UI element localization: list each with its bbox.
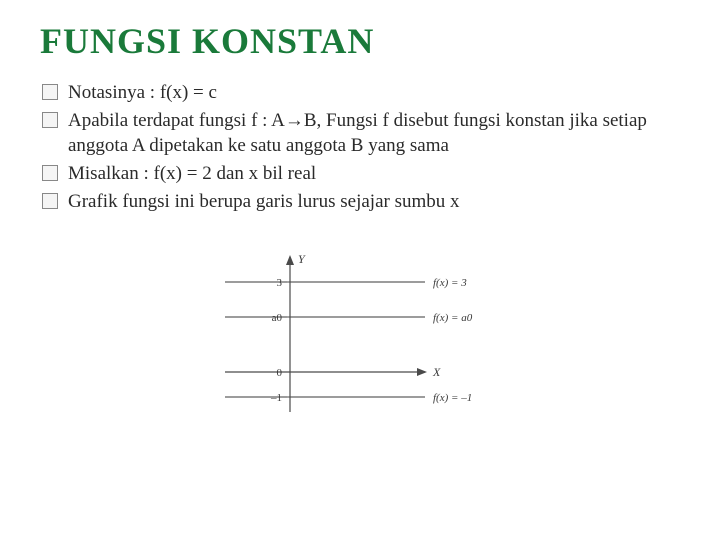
svg-text:0: 0 [277,367,283,379]
svg-text:a0: a0 [272,312,283,324]
constant-function-chart: f(x) = 3f(x) = a0f(x) = –1YX3a00–1 [210,242,510,422]
bullet-text: Apabila terdapat fungsi f : A→B, Fungsi … [68,110,647,157]
bullet-text: Notasinya : f(x) = c [68,82,217,103]
svg-text:–1: –1 [270,392,282,404]
page-title: FUNGSI KONSTAN [40,20,680,62]
svg-text:X: X [432,365,441,379]
chart-container: f(x) = 3f(x) = a0f(x) = –1YX3a00–1 [210,242,510,422]
bullet-text: Grafik fungsi ini berupa garis lurus sej… [68,191,460,212]
checkbox-icon [42,165,58,181]
svg-text:f(x) = a0: f(x) = a0 [433,312,473,324]
list-item: Grafik fungsi ini berupa garis lurus sej… [40,189,680,215]
list-item: Apabila terdapat fungsi f : A→B, Fungsi … [40,108,680,159]
list-item: Misalkan : f(x) = 2 dan x bil real [40,161,680,187]
checkbox-icon [42,112,58,128]
bullet-text: Misalkan : f(x) = 2 dan x bil real [68,163,316,184]
svg-text:f(x) = 3: f(x) = 3 [433,277,467,289]
svg-text:3: 3 [277,277,283,289]
svg-text:f(x) = –1: f(x) = –1 [433,392,472,404]
checkbox-icon [42,84,58,100]
bullet-list: Notasinya : f(x) = c Apabila terdapat fu… [40,80,680,214]
list-item: Notasinya : f(x) = c [40,80,680,106]
slide-content: FUNGSI KONSTAN Notasinya : f(x) = c Apab… [0,0,720,422]
checkbox-icon [42,193,58,209]
